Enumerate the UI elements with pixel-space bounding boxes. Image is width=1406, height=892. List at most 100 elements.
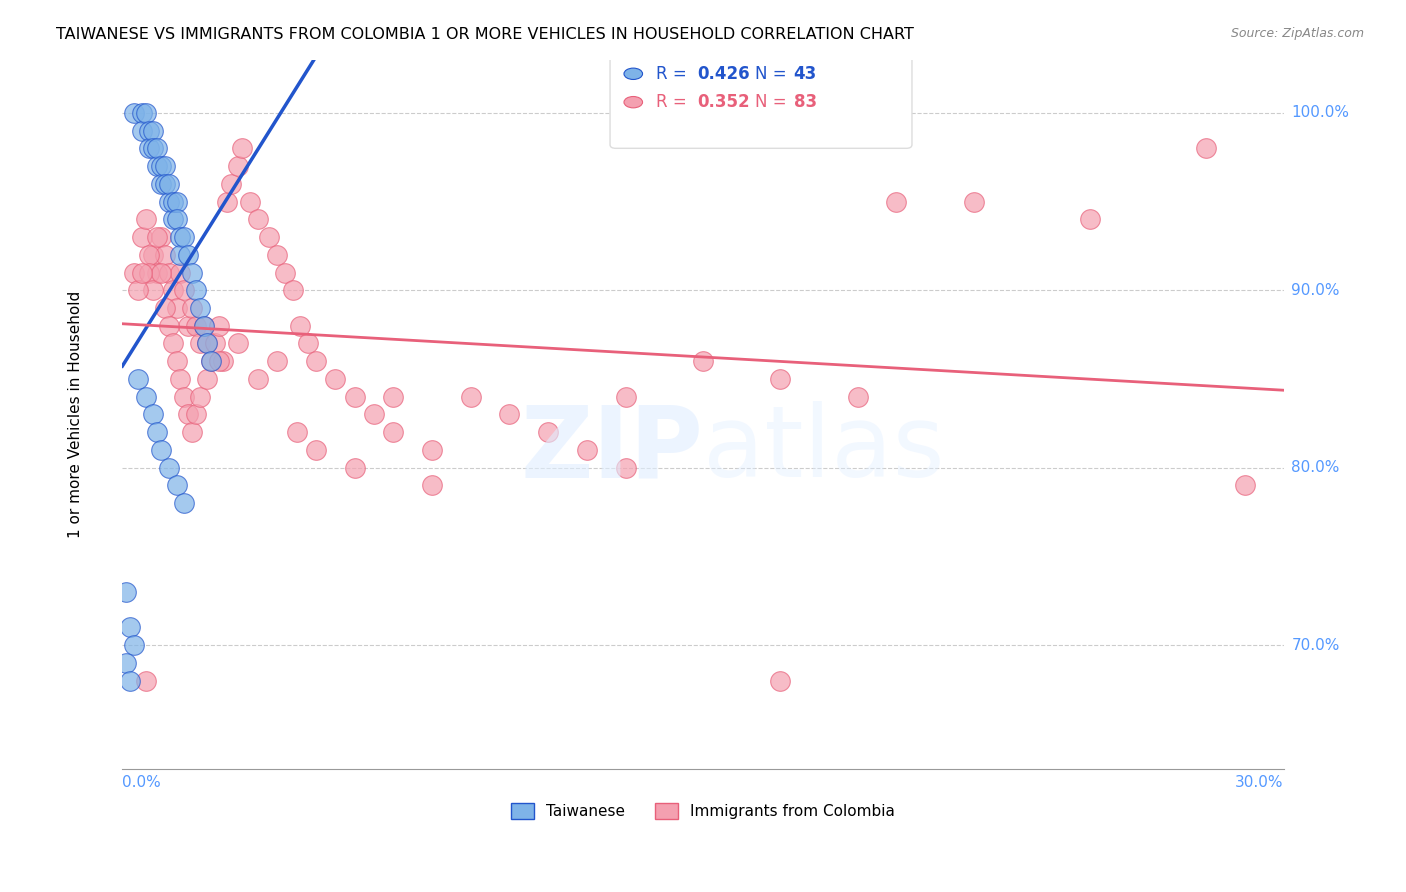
Point [769,372,792,386]
Point [692,354,714,368]
Point [142,408,165,422]
Point [142,248,165,262]
FancyBboxPatch shape [610,56,912,148]
Point [188,336,211,351]
Point [197,336,219,351]
Point [142,123,165,137]
Text: 0.352: 0.352 [697,93,749,112]
Point [146,159,169,173]
Point [382,425,405,440]
Point [115,656,138,670]
Point [131,230,153,244]
Point [266,354,288,368]
Point [963,194,986,209]
Point [177,318,200,333]
Text: 100.0%: 100.0% [1291,105,1350,120]
Point [173,390,195,404]
Point [575,442,598,457]
Point [146,230,169,244]
Point [157,318,180,333]
Text: R =: R = [657,65,693,83]
Point [498,408,520,422]
Point [135,673,157,688]
Point [266,248,288,262]
Legend: Taiwanese, Immigrants from Colombia: Taiwanese, Immigrants from Colombia [505,797,901,825]
Point [1078,212,1101,227]
Point [135,212,157,227]
Point [166,354,188,368]
Point [131,266,153,280]
Point [166,212,188,227]
Point [197,336,219,351]
Point [157,460,180,475]
Point [382,390,405,404]
Point [208,354,231,368]
Text: 43: 43 [793,65,817,83]
Text: atlas: atlas [703,401,945,499]
Point [150,442,173,457]
Point [208,318,231,333]
Point [323,372,346,386]
Point [166,194,188,209]
Point [142,283,165,297]
Point [188,301,211,315]
Point [138,266,160,280]
Point [215,194,238,209]
Point [122,105,145,120]
Point [157,266,180,280]
Text: 90.0%: 90.0% [1291,283,1340,298]
Point [239,194,262,209]
Point [157,177,180,191]
Point [153,177,176,191]
Text: TAIWANESE VS IMMIGRANTS FROM COLOMBIA 1 OR MORE VEHICLES IN HOUSEHOLD CORRELATIO: TAIWANESE VS IMMIGRANTS FROM COLOMBIA 1 … [56,27,914,42]
Point [769,673,792,688]
Point [305,442,328,457]
Point [181,301,204,315]
Point [460,390,482,404]
Point [537,425,560,440]
Point [146,141,169,155]
Point [846,390,869,404]
Point [169,230,191,244]
Point [204,336,226,351]
Point [153,248,176,262]
Point [177,408,200,422]
Point [193,318,215,333]
Text: ZIP: ZIP [520,401,703,499]
Point [162,194,184,209]
Text: 0.0%: 0.0% [122,774,162,789]
Point [181,425,204,440]
Circle shape [624,96,643,108]
Text: 30.0%: 30.0% [1234,774,1284,789]
Point [231,141,253,155]
Circle shape [624,68,643,79]
Point [219,177,242,191]
Point [886,194,908,209]
Point [173,230,195,244]
Point [197,372,219,386]
Point [127,283,149,297]
Point [200,354,222,368]
Point [127,372,149,386]
Text: 70.0%: 70.0% [1291,638,1340,653]
Point [162,283,184,297]
Point [200,354,222,368]
Point [153,301,176,315]
Point [150,177,173,191]
Point [184,408,207,422]
Point [184,283,207,297]
Point [184,318,207,333]
Point [122,638,145,652]
Point [150,230,173,244]
Point [150,266,173,280]
Text: 1 or more Vehicles in Household: 1 or more Vehicles in Household [69,291,83,538]
Point [181,266,204,280]
Text: 0.426: 0.426 [697,65,749,83]
Point [157,194,180,209]
Point [166,478,188,492]
Text: R =: R = [657,93,693,112]
Point [246,372,269,386]
Point [343,390,366,404]
Point [228,336,250,351]
Point [290,318,312,333]
